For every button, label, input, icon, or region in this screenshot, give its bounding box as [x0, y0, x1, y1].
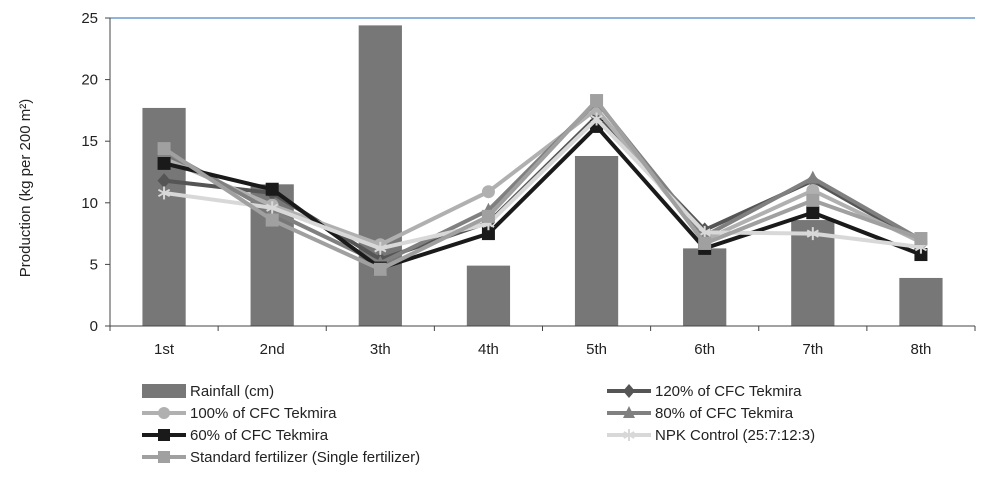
data-point — [157, 186, 171, 200]
legend-swatch — [142, 384, 186, 398]
x-tick-label: 4th — [478, 341, 499, 358]
rainfall-bar — [574, 155, 619, 326]
y-tick-label: 20 — [81, 72, 98, 89]
x-tick-label: 5th — [586, 341, 607, 358]
data-point — [481, 209, 495, 223]
data-point — [158, 451, 170, 463]
legend-item: Rainfall (cm) — [138, 380, 274, 402]
legend-label: 60% of CFC Tekmira — [190, 426, 329, 444]
data-point — [266, 201, 279, 215]
legend-item: 60% of CFC Tekmira — [138, 424, 328, 446]
axes: 0 5 10 15 20 25 1st 2nd 3th 4th 5th 6th 7th 8th — [81, 10, 976, 358]
data-point — [481, 227, 495, 241]
legend-item: NPK Control (25:7:12:3) — [603, 424, 815, 446]
data-point — [157, 173, 171, 189]
rainfall-bar — [683, 248, 727, 326]
legend-label: Rainfall (cm) — [190, 382, 275, 400]
rainfall-bar — [358, 25, 402, 327]
data-point — [806, 193, 820, 207]
legend-label: Standard fertilizer (Single fertilizer) — [190, 448, 421, 466]
y-tick-label: 10 — [81, 195, 98, 212]
data-point — [158, 429, 170, 441]
data-point — [157, 156, 171, 170]
legend-swatch — [607, 406, 651, 418]
data-point — [265, 182, 279, 196]
x-tick-label: 2nd — [260, 341, 285, 358]
y-tick-label: 15 — [81, 133, 98, 150]
data-point — [623, 406, 635, 418]
legend-swatch — [142, 407, 186, 419]
data-point — [623, 384, 635, 398]
data-point — [481, 185, 495, 199]
data-point — [590, 94, 604, 108]
rainfall-bar — [142, 107, 186, 326]
legend-item: Standard fertilizer (Single fertilizer) — [138, 446, 420, 468]
legend-swatch — [607, 384, 651, 398]
legend-label: NPK Control (25:7:12:3) — [655, 426, 816, 444]
rainfall-bar — [466, 265, 511, 326]
data-point — [157, 142, 171, 156]
data-point — [373, 262, 387, 276]
series-line — [162, 98, 922, 272]
x-tick-label: 8th — [911, 341, 932, 358]
data-point — [623, 429, 635, 441]
legend-swatch — [142, 451, 186, 463]
data-point — [698, 225, 711, 239]
production-lines — [157, 94, 928, 276]
x-tick-label: 3th — [370, 341, 391, 358]
data-point — [265, 213, 279, 227]
chart: 0 5 10 15 20 25 1st 2nd 3th 4th 5th 6th 7th 8th Produ… — [17, 10, 976, 358]
data-point — [698, 236, 712, 250]
data-point — [590, 112, 603, 126]
y-tick-label: 5 — [90, 256, 98, 273]
data-point — [374, 241, 387, 255]
data-point — [806, 227, 819, 241]
y-tick-label: 0 — [90, 318, 98, 335]
data-point — [914, 232, 928, 246]
series-line — [163, 107, 922, 247]
series-line — [163, 124, 922, 271]
legend-item: 120% of CFC Tekmira — [603, 380, 801, 402]
legend-label: 100% of CFC Tekmira — [190, 404, 337, 422]
series-line — [163, 117, 922, 251]
y-axis-label: Production (kg per 200 m²) — [17, 99, 34, 277]
legend-item: 100% of CFC Tekmira — [138, 402, 336, 424]
legend-swatch — [142, 429, 186, 441]
rainfall-bar — [899, 277, 943, 326]
data-point — [806, 206, 820, 220]
y-tick-label: 25 — [81, 10, 98, 27]
x-tick-label: 1st — [154, 341, 175, 358]
legend-item: 80% of CFC Tekmira — [603, 402, 793, 424]
data-point — [914, 248, 928, 262]
data-point — [158, 407, 170, 419]
x-tick-label: 6th — [694, 341, 715, 358]
rainfall-bars — [142, 25, 943, 327]
data-point — [806, 170, 820, 184]
legend-swatch — [607, 429, 651, 441]
legend-label: 120% of CFC Tekmira — [655, 382, 802, 400]
data-point — [806, 183, 820, 197]
legend-label: 80% of CFC Tekmira — [655, 404, 794, 422]
x-tick-label: 7th — [802, 341, 823, 358]
